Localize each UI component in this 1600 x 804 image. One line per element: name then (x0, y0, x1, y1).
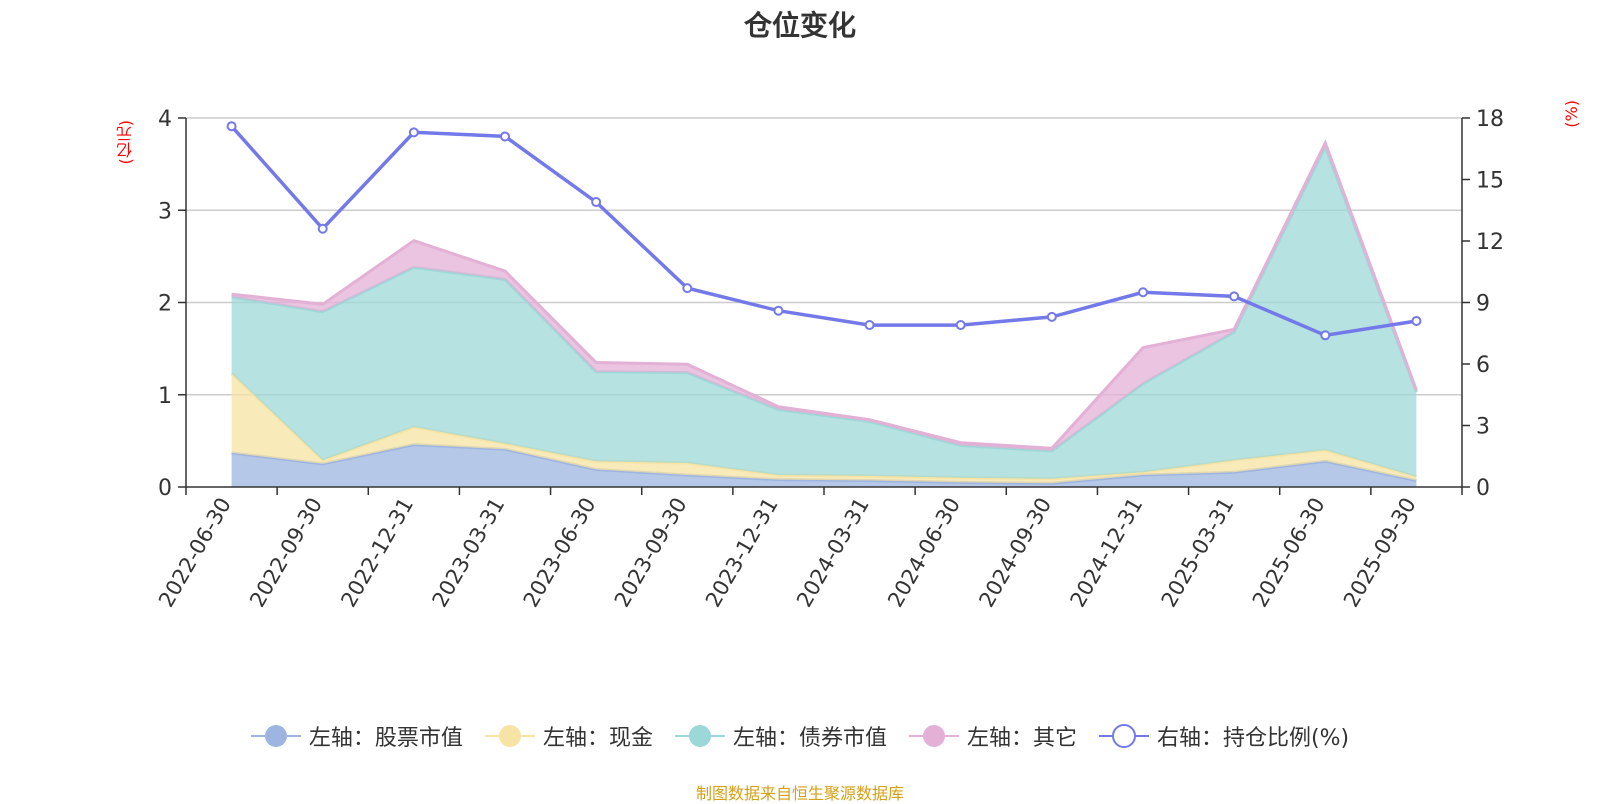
ratio-point (317, 223, 328, 234)
legend-marker (1098, 724, 1149, 748)
chart-title: 仓位变化 (743, 9, 856, 42)
left-tick-label: 0 (158, 476, 172, 501)
ratio-point (226, 121, 237, 132)
x-tick-label: 2022-12-31 (336, 494, 418, 612)
legend-item[interactable]: 右轴：持仓比例(%) (1098, 720, 1350, 752)
area-layers (230, 139, 1418, 487)
x-tick-label: 2023-12-31 (701, 494, 783, 612)
ratio-point (591, 197, 602, 208)
x-tick-label: 2024-12-31 (1066, 494, 1148, 612)
right-tick-label: 3 (1476, 415, 1490, 440)
ratio-point (1229, 291, 1240, 302)
x-tick-label: 2025-03-31 (1157, 494, 1239, 612)
x-tick-label: 2024-09-30 (974, 494, 1056, 612)
ratio-point (864, 320, 875, 331)
right-tick-label: 18 (1476, 107, 1504, 132)
right-tick-label: 0 (1476, 476, 1490, 501)
ratio-point (1411, 315, 1422, 326)
x-tick-label: 2023-09-30 (610, 494, 692, 612)
x-tick-label: 2025-09-30 (1339, 494, 1421, 612)
x-tick-label: 2023-06-30 (519, 494, 601, 612)
legend-marker (250, 725, 301, 747)
right-tick-label: 15 (1476, 169, 1504, 194)
right-tick-label: 12 (1476, 230, 1504, 255)
x-tick-label: 2023-03-31 (428, 494, 510, 612)
legend-marker (484, 725, 535, 747)
legend-label: 左轴：债券市值 (732, 726, 887, 751)
legend-marker (908, 725, 959, 747)
left-tick-label: 2 (158, 292, 172, 317)
right-tick-label: 9 (1476, 292, 1490, 317)
ratio-line-path (230, 125, 1417, 338)
left-tick-label: 3 (158, 199, 172, 224)
x-tick-label: 2024-03-31 (792, 494, 874, 612)
legend-item[interactable]: 左轴：现金 (484, 720, 653, 752)
source-note: 制图数据来自恒生聚源数据库 (695, 784, 904, 803)
ratio-point (682, 283, 693, 294)
left-tick-label: 4 (158, 107, 172, 132)
x-tick-label: 2025-06-30 (1248, 494, 1330, 612)
x-tick-label: 2024-06-30 (883, 494, 965, 612)
ratio-point (1138, 287, 1148, 298)
ratio-point (773, 305, 784, 316)
left-tick-label: 1 (158, 384, 172, 409)
x-tick-label: 2022-06-30 (154, 494, 236, 612)
legend-item[interactable]: 左轴：股票市值 (250, 720, 463, 752)
ratio-point (955, 320, 966, 331)
legend: 左轴：股票市值 左轴：现金 左轴：债券市值 左轴：其它 右轴：持仓比例(%) (0, 720, 1600, 752)
x-tick-label: 2022-09-30 (245, 494, 327, 612)
right-tick-label: 6 (1476, 353, 1490, 378)
legend-label: 左轴：股票市值 (308, 726, 463, 751)
ratio-line (226, 121, 1422, 341)
ratio-point (408, 127, 419, 138)
legend-label: 右轴：持仓比例(%) (1156, 726, 1350, 751)
ratio-point (500, 131, 510, 142)
legend-marker (674, 725, 725, 747)
legend-item[interactable]: 左轴：债券市值 (674, 720, 887, 752)
area-edge-3 (231, 139, 1418, 450)
legend-item[interactable]: 左轴：其它 (908, 720, 1077, 752)
ratio-point (1320, 330, 1331, 341)
area-2 (231, 146, 1417, 479)
legend-label: 左轴：其它 (966, 726, 1077, 751)
ratio-point (1046, 311, 1057, 322)
legend-label: 左轴：现金 (542, 726, 653, 751)
